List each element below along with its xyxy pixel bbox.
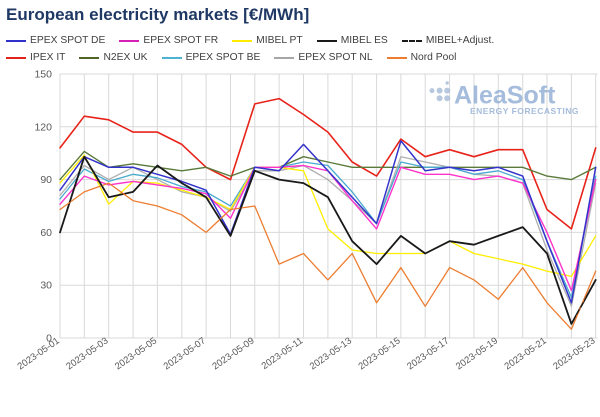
svg-text:90: 90 [40, 174, 52, 186]
svg-text:120: 120 [34, 121, 52, 133]
svg-text:ENERGY FORECASTING: ENERGY FORECASTING [470, 106, 579, 116]
svg-text:60: 60 [40, 227, 52, 239]
svg-text:150: 150 [34, 70, 52, 81]
svg-text:30: 30 [40, 280, 52, 292]
